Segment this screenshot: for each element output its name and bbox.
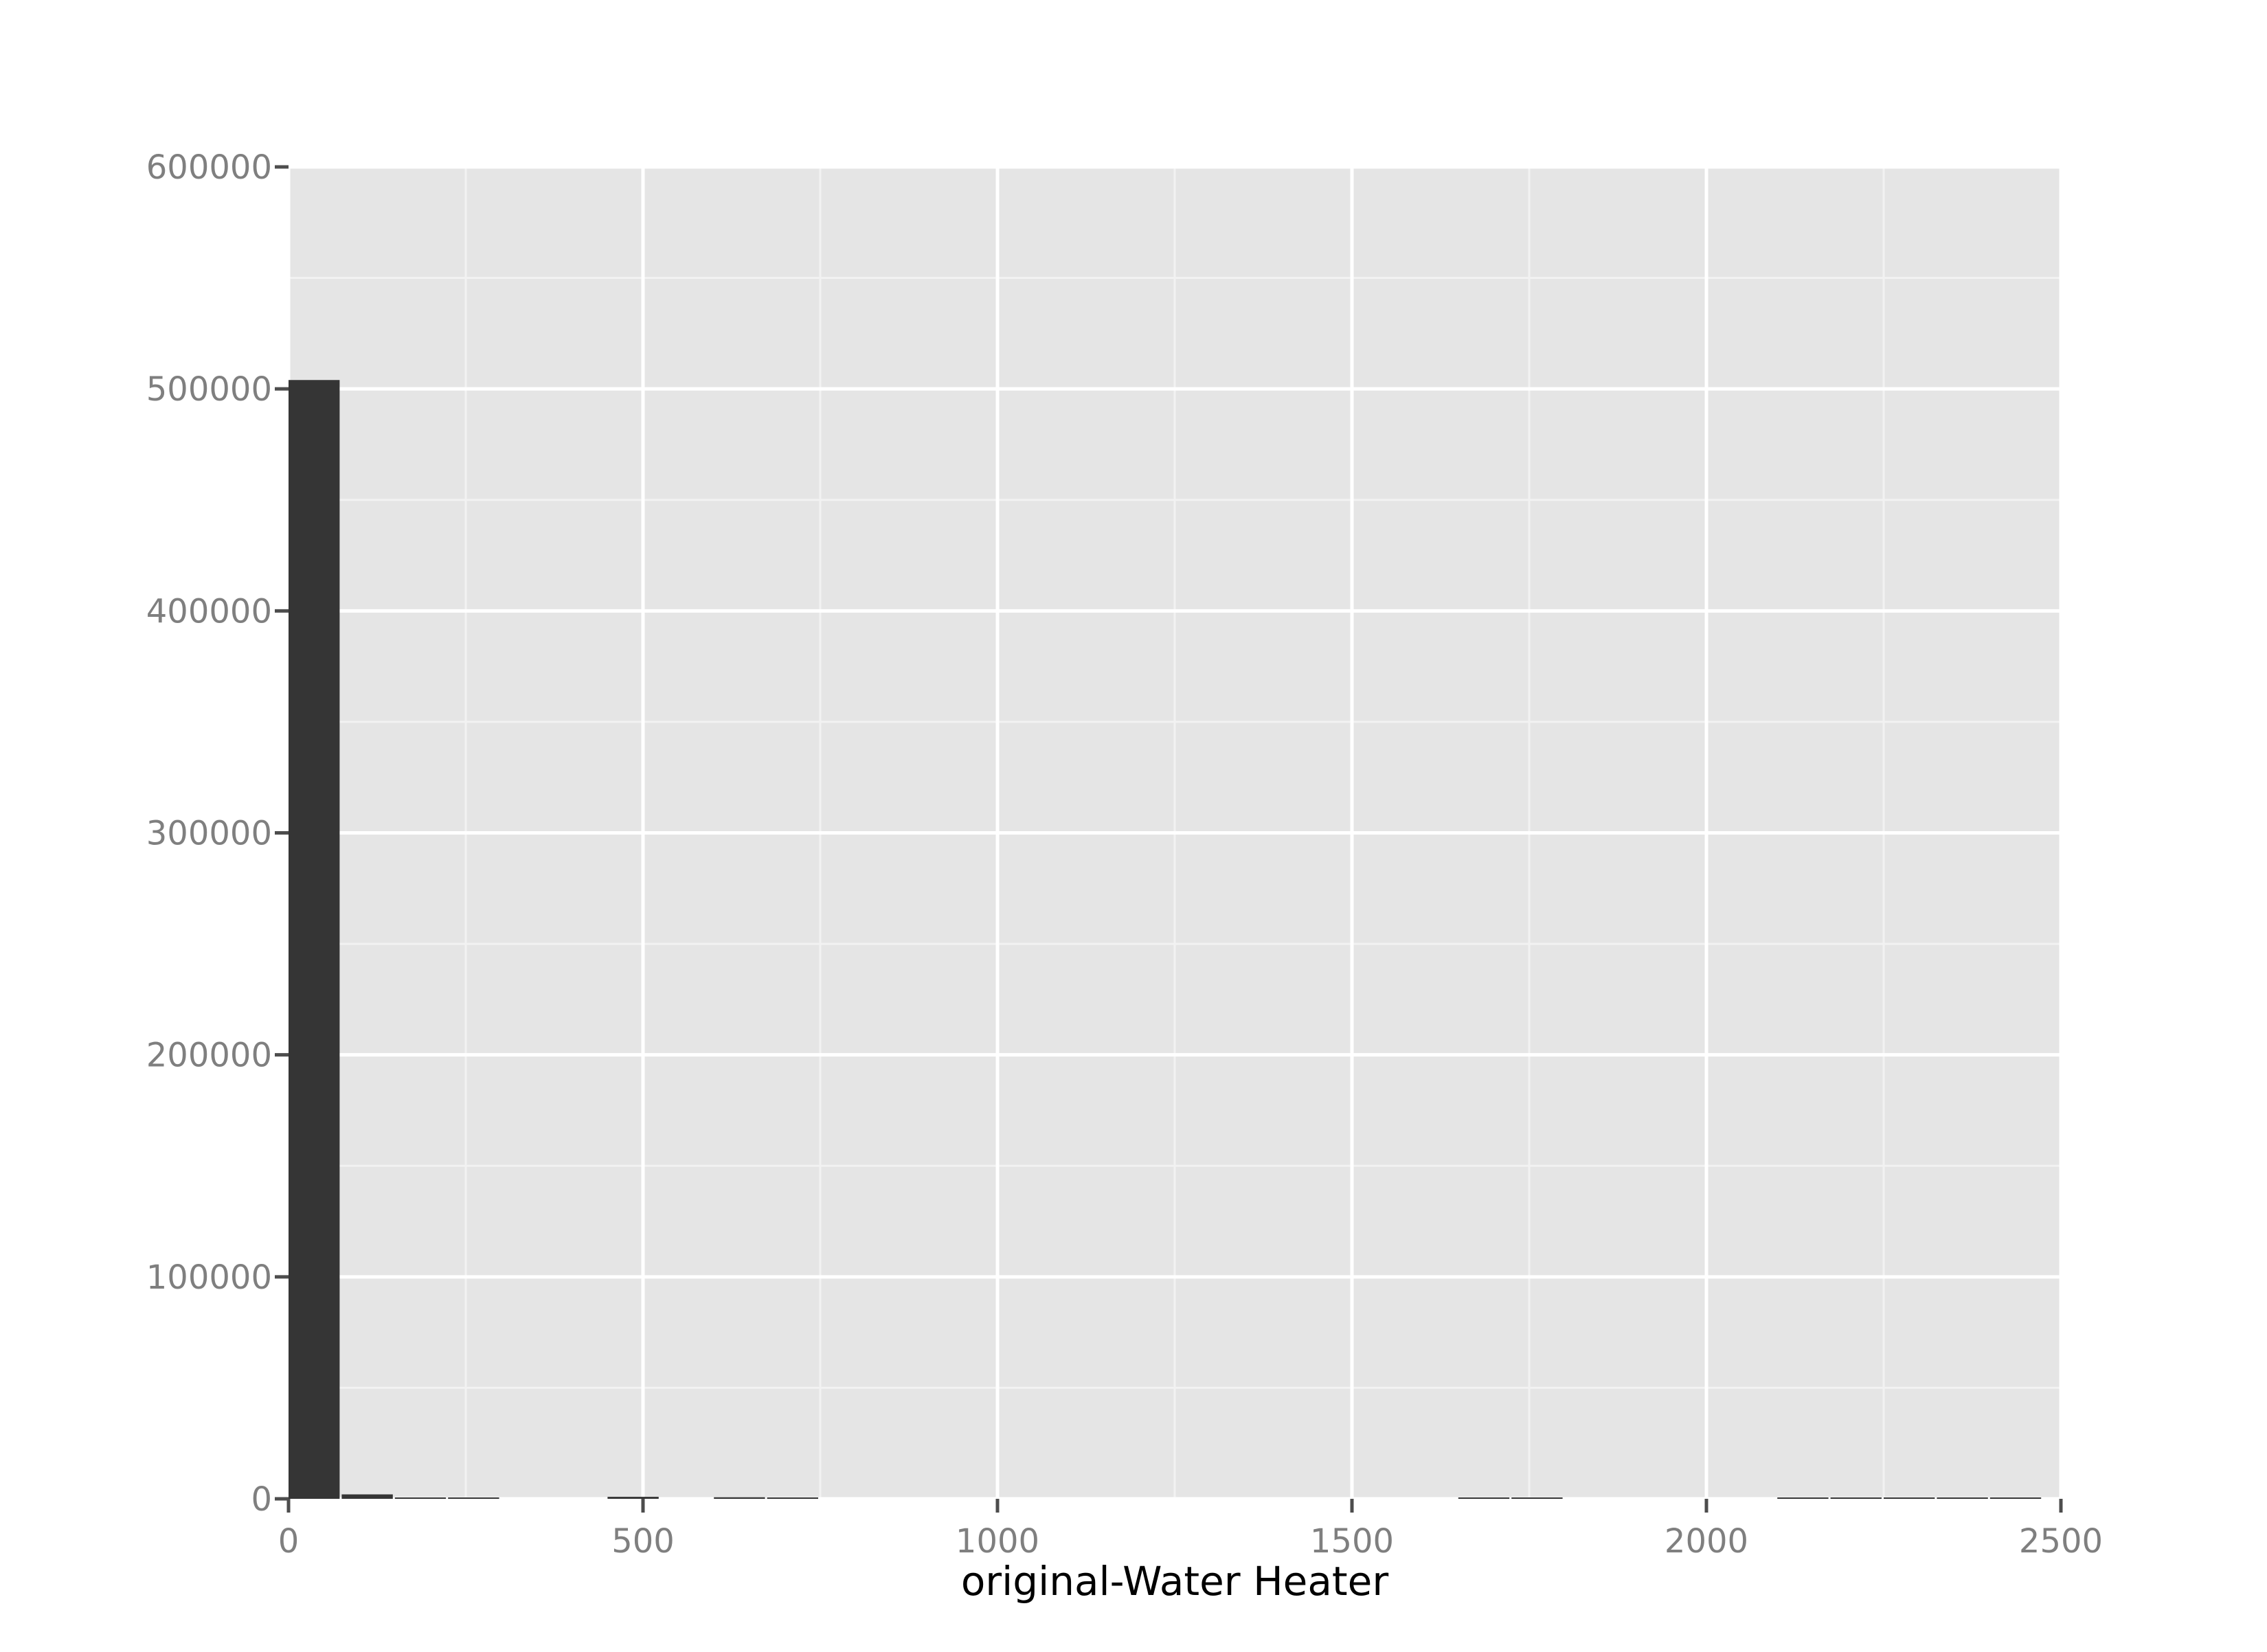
histogram-bar [1777, 1497, 1829, 1499]
histogram-bar [448, 1497, 499, 1499]
histogram-bar [1884, 1497, 1935, 1499]
x-tick-label: 1000 [956, 1522, 1039, 1561]
y-tick-label: 100000 [146, 1258, 272, 1297]
x-axis-title: original-Water Heater [961, 1558, 1389, 1605]
y-tick-label: 300000 [146, 815, 272, 853]
y-tick-label: 200000 [146, 1037, 272, 1075]
histogram-bar [341, 1494, 393, 1499]
histogram-bar [1458, 1497, 1510, 1499]
major-gridlines [286, 165, 2063, 1501]
histogram-bar [767, 1497, 818, 1499]
y-tick-label: 400000 [146, 592, 272, 631]
histogram-bar [714, 1497, 765, 1499]
histogram-bar [1989, 1497, 2042, 1499]
x-tick-label: 1500 [1310, 1522, 1394, 1561]
y-tick-label: 0 [251, 1480, 272, 1519]
x-axis: 0 500 1000 1500 2000 2500 [278, 1499, 2103, 1561]
histogram-bar [394, 1497, 447, 1499]
histogram-bar [1937, 1497, 1988, 1499]
histogram-bar [607, 1497, 659, 1499]
x-tick-label: 500 [611, 1522, 675, 1561]
histogram-bars [289, 380, 2042, 1499]
y-tick-label: 500000 [146, 370, 272, 409]
x-tick-label: 0 [278, 1522, 300, 1561]
y-tick-label: 600000 [146, 148, 272, 187]
histogram-bar [1830, 1497, 1882, 1499]
y-axis: 0 100000 200000 300000 400000 500000 600000 [146, 148, 289, 1519]
x-tick-label: 2000 [1665, 1522, 1748, 1561]
histogram-bar [289, 380, 340, 1499]
x-tick-label: 2500 [2019, 1522, 2103, 1561]
histogram-bar [1511, 1497, 1563, 1499]
